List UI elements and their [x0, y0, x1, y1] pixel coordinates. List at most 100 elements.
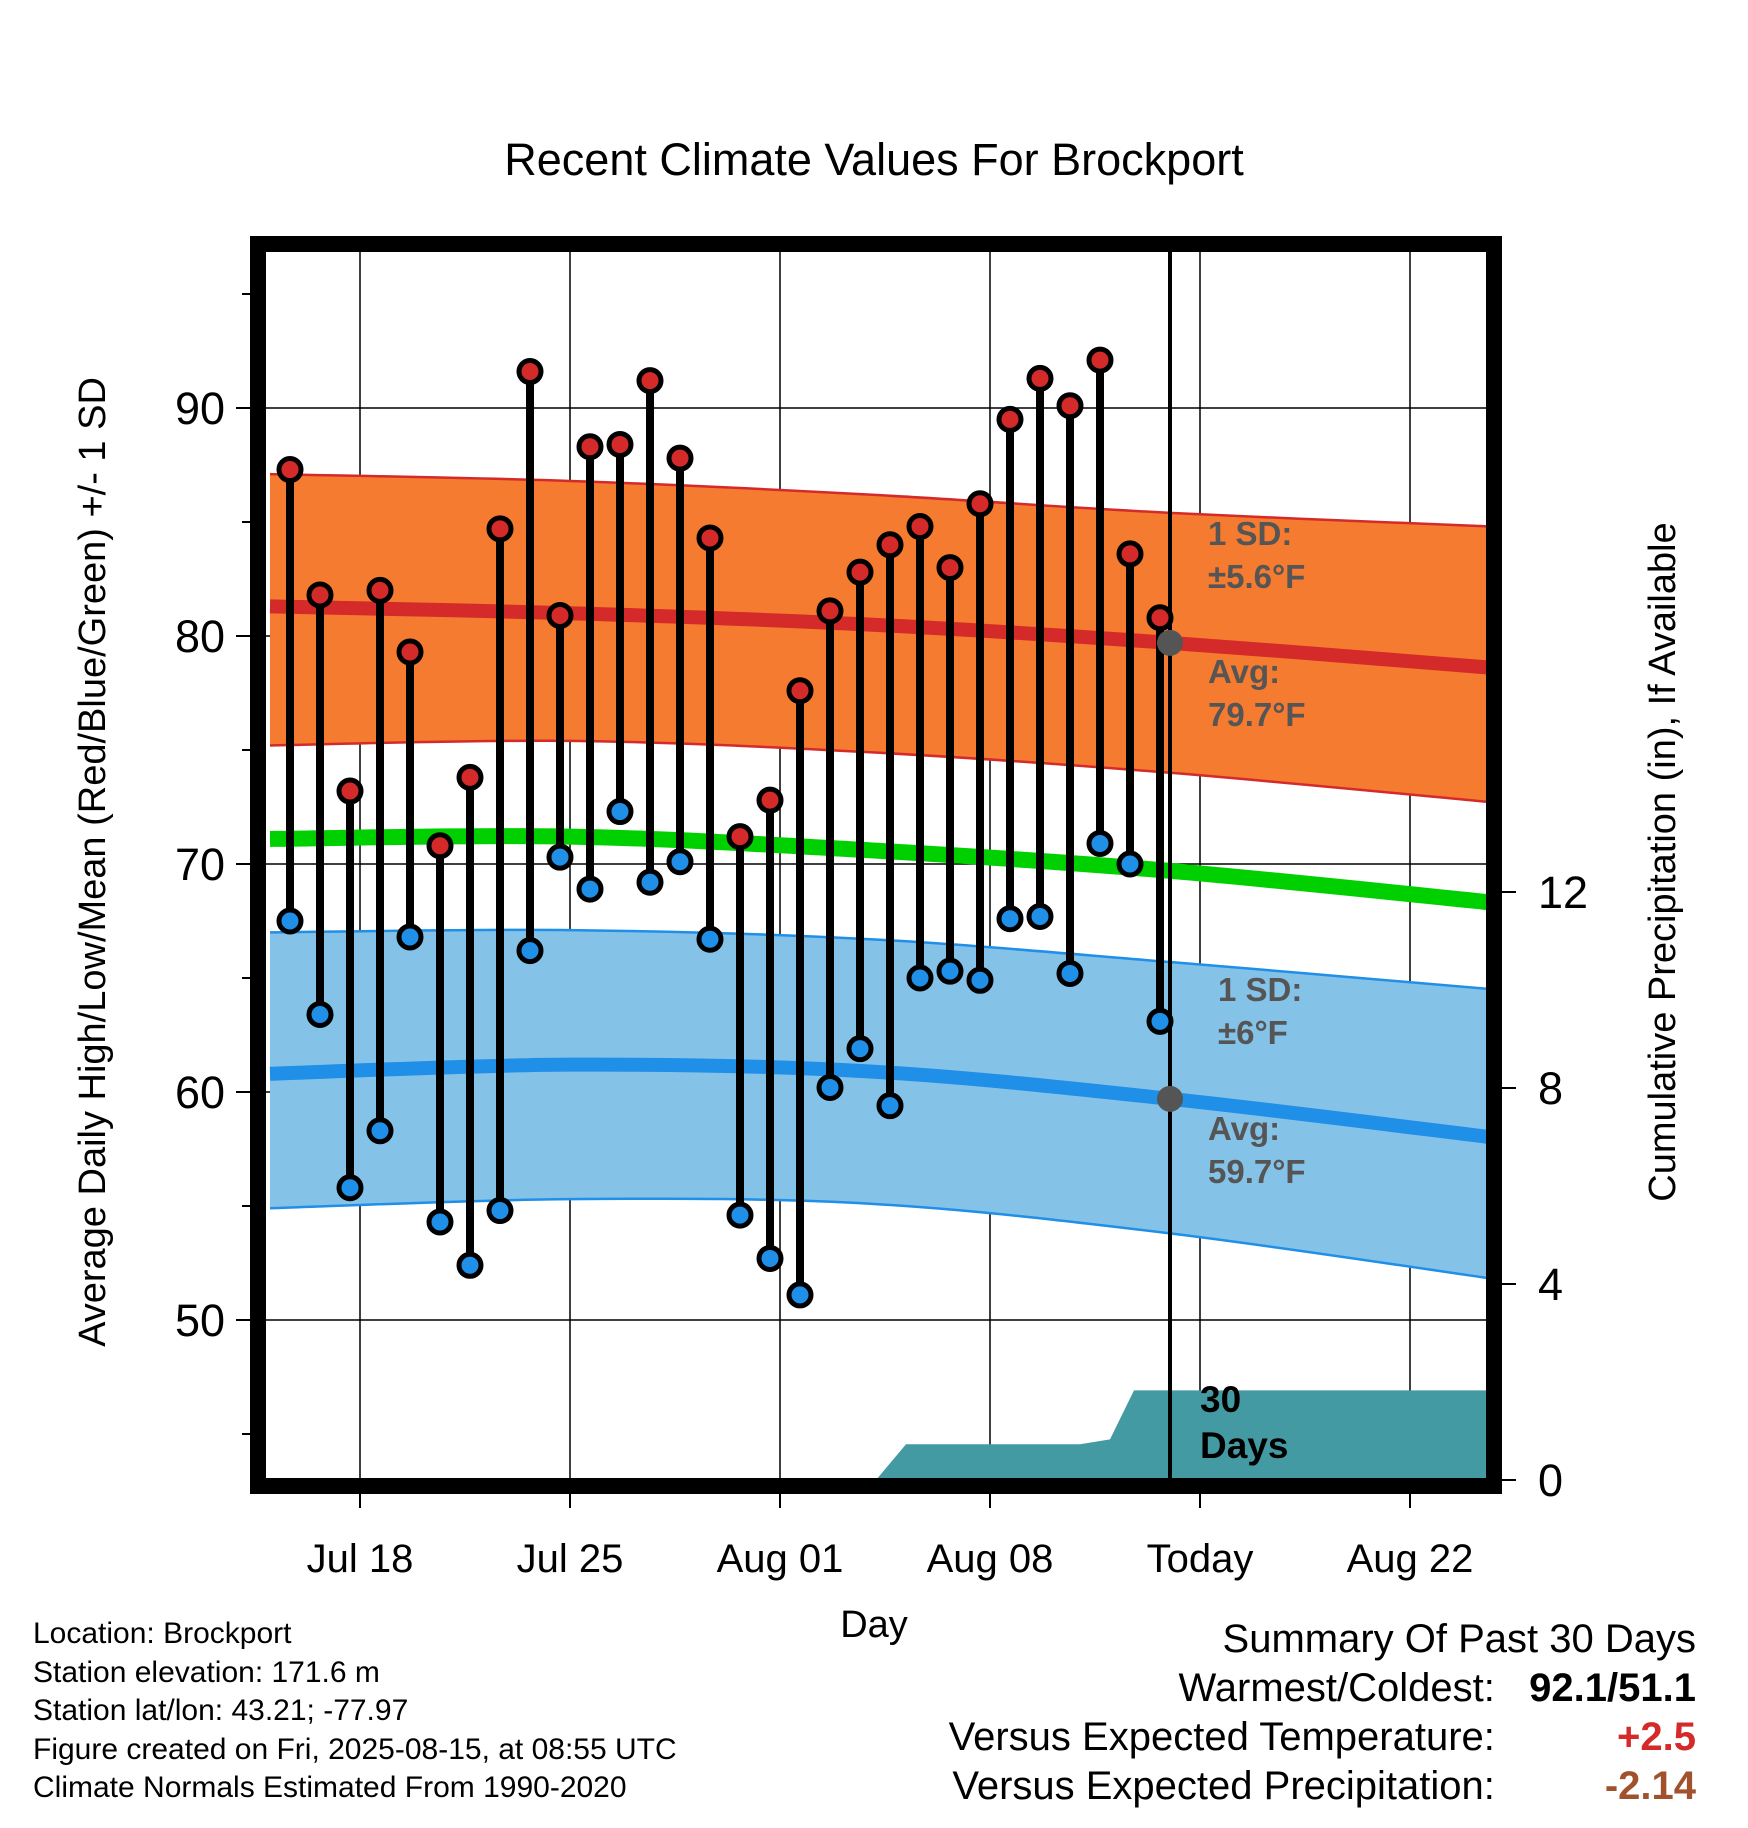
precip-label: Versus Expected Precipitation: [952, 1764, 1495, 1808]
daily-high-point [306, 581, 334, 609]
daily-low-point [276, 907, 304, 935]
y2-tick-label: 4 [1538, 1259, 1563, 1310]
daily-high-point [456, 763, 484, 791]
daily-high-point [1086, 346, 1114, 374]
daily-high-point [366, 576, 394, 604]
daily-low-point [846, 1035, 874, 1063]
precip-value: -2.14 [1604, 1764, 1696, 1808]
y-tick-label: 90 [175, 383, 225, 434]
daily-low-point [636, 868, 664, 896]
daily-low-point [546, 843, 574, 871]
warm-cold-row: Warmest/Coldest: 92.1/51.1 [949, 1664, 1697, 1713]
daily-low-point [816, 1073, 844, 1101]
daily-low-point [906, 964, 934, 992]
warm-cold-label: Warmest/Coldest: [1178, 1666, 1495, 1710]
location-text: Location: Brockport [33, 1617, 292, 1650]
daily-low-point [486, 1197, 514, 1225]
high-avg-value: 79.7°F [1208, 696, 1306, 733]
daily-high-point [756, 786, 784, 814]
daily-low-point [1056, 959, 1084, 987]
daily-low-point [1116, 850, 1144, 878]
daily-high-point [786, 677, 814, 705]
y-axis-label: Average Daily High/Low/Mean (Red/Blue/Gr… [72, 377, 114, 1347]
daily-high-point [966, 490, 994, 518]
daily-high-point [486, 515, 514, 543]
warm-cold-value: 92.1/51.1 [1529, 1666, 1696, 1710]
normal-mean-line [269, 828, 1488, 911]
x-tick-label: Aug 08 [927, 1537, 1054, 1581]
low-sd-value: ±6°F [1218, 1014, 1288, 1051]
daily-high-point [276, 456, 304, 484]
precip-area [876, 1390, 1488, 1480]
daily-low-point [606, 798, 634, 826]
created-text: Figure created on Fri, 2025-08-15, at 08… [33, 1732, 677, 1766]
normal-high-band [270, 474, 1488, 802]
coldest-value: 51.1 [1618, 1666, 1696, 1710]
temp-row: Versus Expected Temperature: +2.5 [949, 1713, 1696, 1762]
daily-high-point [1026, 364, 1054, 392]
plot-area: 50 60 70 80 90 0 4 8 12 Jul 18 Jul 25 Aug 01 Aug 08 T… [175, 236, 1588, 1581]
daily-high-point [846, 558, 874, 586]
precip-row: Versus Expected Precipitation: -2.14 [949, 1762, 1696, 1811]
latlon-text: Station lat/lon: 43.21; -77.97 [33, 1694, 409, 1727]
normal-high-avg-line [269, 599, 1488, 675]
daily-high-point [636, 367, 664, 395]
today-high-avg-marker [1157, 629, 1183, 656]
high-avg-label: Avg: [1208, 653, 1280, 690]
daily-high-point [696, 524, 724, 552]
daily-high-point [996, 405, 1024, 433]
daily-low-point [876, 1092, 904, 1120]
daily-high-point [1056, 392, 1084, 420]
daily-low-point [786, 1281, 814, 1309]
low-sd-label: 1 SD: [1218, 971, 1302, 1008]
chart-title: Recent Climate Values For Brockport [504, 134, 1244, 185]
daily-high-point [936, 554, 964, 582]
daily-high-point [546, 601, 574, 629]
days-count: 30 [1200, 1379, 1241, 1420]
elevation-text: Station elevation: 171.6 m [33, 1655, 380, 1689]
daily-low-point [576, 875, 604, 903]
y-tick-label: 50 [175, 1295, 225, 1346]
daily-low-point [396, 923, 424, 951]
daily-low-point [1026, 902, 1054, 930]
y-tick-label: 60 [175, 1067, 225, 1118]
plot-frame [250, 236, 1502, 1494]
temp-label: Versus Expected Temperature: [948, 1715, 1495, 1759]
y2-tick-label: 0 [1538, 1455, 1563, 1506]
daily-high-point [666, 444, 694, 472]
y2-tick-label: 12 [1538, 867, 1588, 918]
daily-low-point [726, 1201, 754, 1229]
daily-high-point [726, 823, 754, 851]
high-sd-value: ±5.6°F [1208, 558, 1305, 595]
daily-low-point [696, 925, 724, 953]
today-low-avg-marker [1157, 1085, 1183, 1112]
daily-high-point [426, 832, 454, 860]
normal-high-band-upper-edge [269, 472, 1488, 528]
daily-high-point [576, 433, 604, 461]
y2-axis-label: Cumulative Precipitation (in), If Availa… [1642, 522, 1684, 1201]
daily-low-point [756, 1244, 784, 1272]
daily-high-point [1146, 604, 1174, 632]
grid [264, 250, 1488, 1480]
temp-value: +2.5 [1617, 1715, 1696, 1759]
annotations: 1 SD: ±5.6°F Avg: 79.7°F 1 SD: ±6°F Avg:… [1200, 515, 1306, 1466]
x-tick-label: Jul 25 [517, 1537, 624, 1581]
y-tick-label: 80 [175, 611, 225, 662]
daily-high-point [906, 513, 934, 541]
daily-high-point [606, 430, 634, 458]
station-info: Location: Brockport Station elevation: 1… [33, 1615, 677, 1808]
daily-low-point [456, 1251, 484, 1279]
low-avg-value: 59.7°F [1208, 1153, 1306, 1190]
daily-high-point [396, 638, 424, 666]
daily-high-point [516, 358, 544, 386]
daily-low-point [516, 937, 544, 965]
x-tick-label: Jul 18 [307, 1537, 414, 1581]
low-avg-label: Avg: [1208, 1110, 1280, 1147]
daily-low-point [666, 848, 694, 876]
daily-high-point [1116, 540, 1144, 568]
warmest-value: 92.1 [1529, 1666, 1608, 1710]
daily-low-point [966, 966, 994, 994]
daily-low-point [1146, 1007, 1174, 1035]
daily-high-point [336, 777, 364, 805]
daily-low-point [936, 957, 964, 985]
